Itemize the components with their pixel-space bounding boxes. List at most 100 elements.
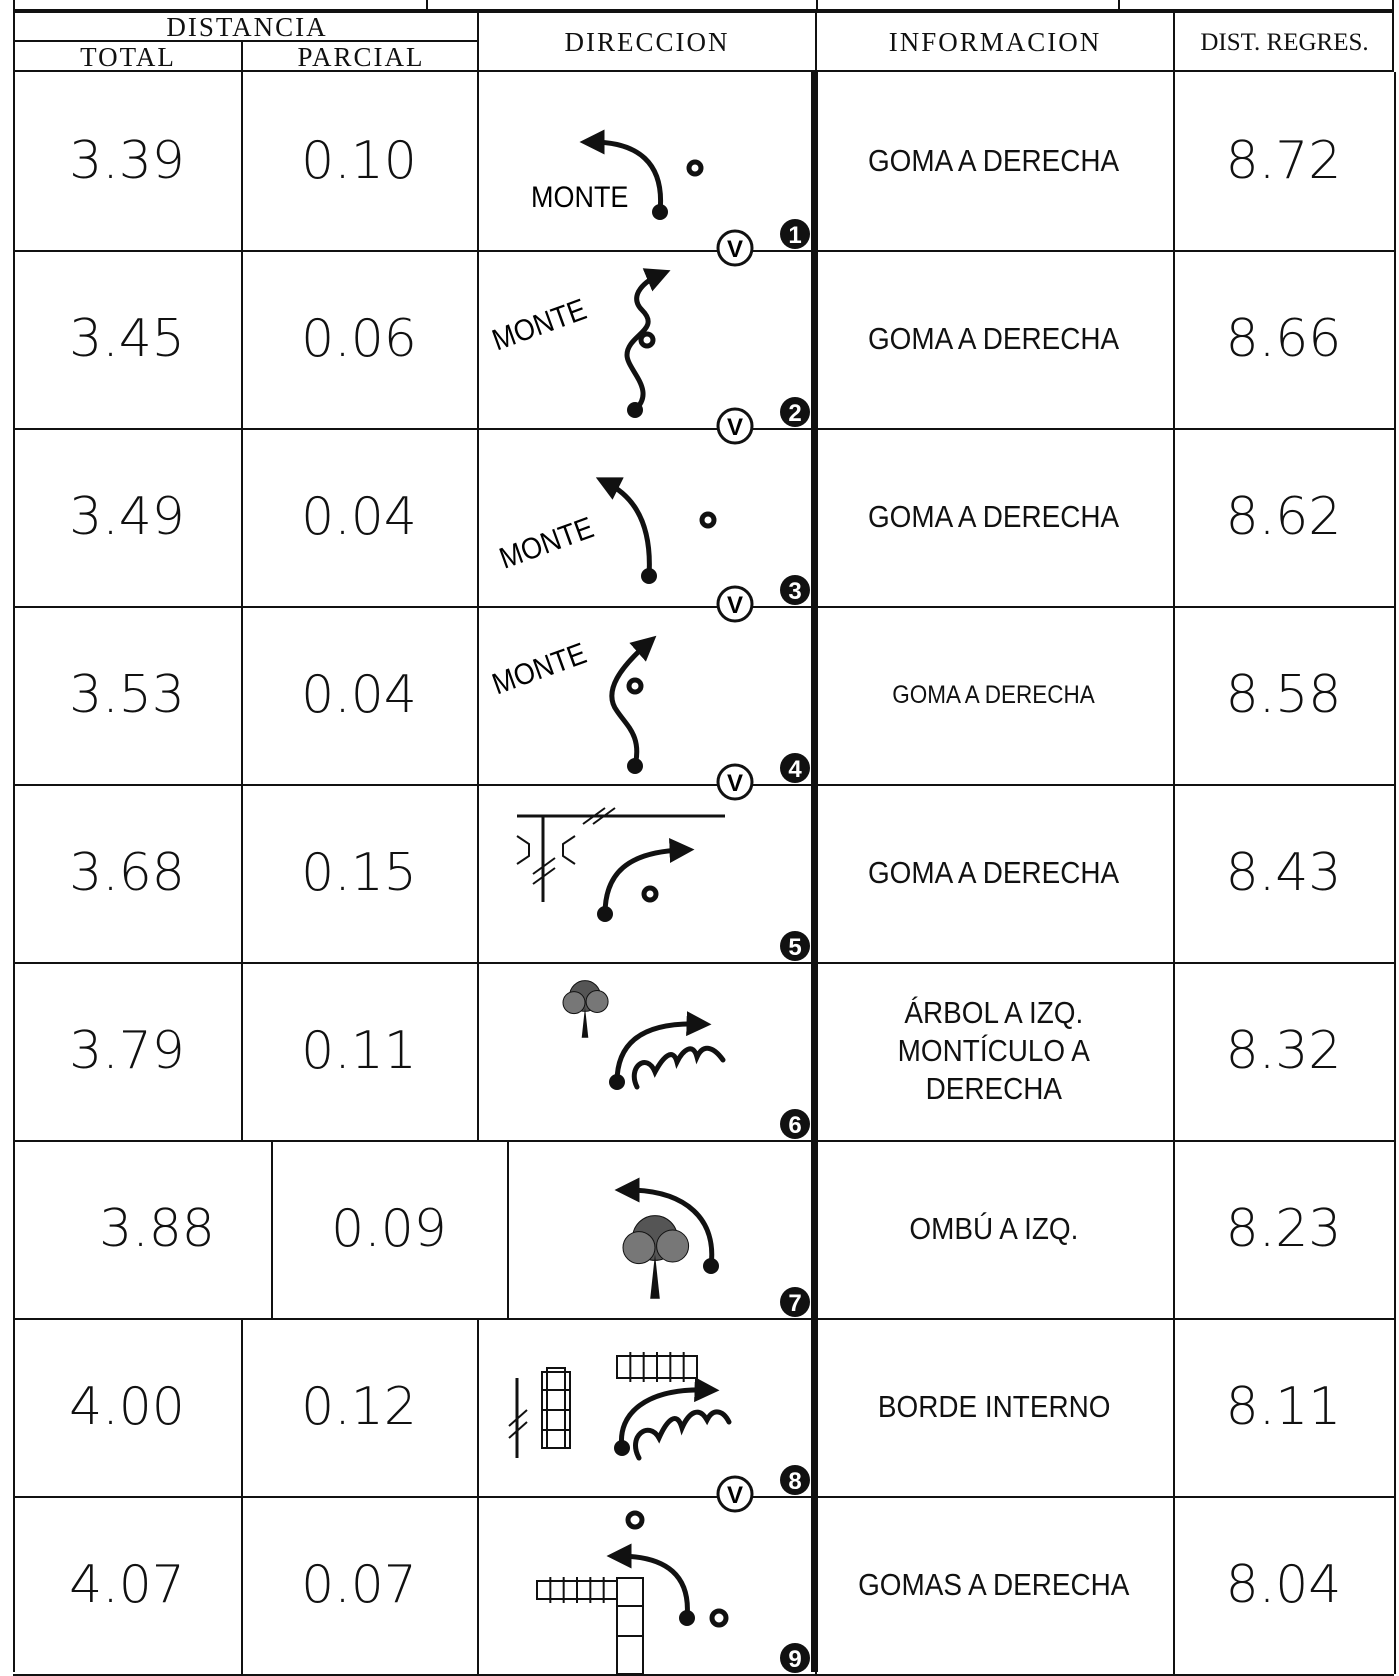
direction-icon: 9: [536, 1510, 810, 1675]
monte-label: MONTE: [495, 511, 598, 576]
return-distance: 8.23: [1173, 1140, 1396, 1318]
table-row: 4.00 0.12 V 8 BORDE INTERNO 8.11: [13, 1318, 1396, 1513]
icon-part: [703, 1258, 719, 1274]
info-text: BORDE INTERNO: [877, 1389, 1111, 1424]
icon-part: [508, 1421, 528, 1439]
direction-cell: 9: [477, 1496, 817, 1675]
icon-part: [581, 1007, 589, 1038]
icon-shapes: [609, 635, 657, 774]
icon-part: [532, 867, 556, 885]
step-badge: [780, 1287, 810, 1317]
v-mark: V: [727, 592, 743, 619]
icon-part: [699, 511, 717, 529]
info-cell: GOMA A DERECHA: [815, 606, 1175, 784]
icon-part: [641, 568, 657, 584]
total-distance: 4.00: [13, 1318, 243, 1496]
icon-shapes: [579, 129, 704, 220]
partial-distance: 0.04: [241, 606, 479, 784]
return-distance: 8.72: [1173, 72, 1396, 250]
icon-shapes: [516, 807, 725, 922]
icon-part: [631, 1045, 726, 1090]
info-cell: OMBÚ A IZQ.: [815, 1140, 1175, 1318]
return-distance: 8.04: [1173, 1496, 1396, 1674]
icon-part: [709, 1608, 729, 1628]
strip-divider: [426, 0, 428, 11]
monte-label: MONTE: [531, 181, 628, 215]
step-number: 5: [788, 934, 801, 961]
v-circle: [716, 229, 754, 267]
total-distance: 3.68: [13, 784, 243, 962]
icon-part: [562, 835, 576, 865]
monte-label: MONTE: [488, 293, 591, 358]
partial-distance: 0.12: [241, 1318, 479, 1496]
icon-part: [585, 990, 609, 1013]
table-row: 3.88 0.09 7 OMBÚ A IZQ. 8.23: [13, 1140, 1396, 1320]
icon-part: [606, 1543, 690, 1621]
info-cell: GOMA A DERECHA: [815, 250, 1175, 428]
return-distance: 8.66: [1173, 250, 1396, 428]
icon-part: [656, 1229, 690, 1263]
icon-part: [616, 1577, 644, 1675]
step-badge: [780, 1109, 810, 1139]
v-mark: V: [727, 414, 743, 441]
icon-part: [546, 1367, 566, 1449]
step-badge: [780, 1465, 810, 1495]
step-badge: [780, 397, 810, 427]
partial-distance: 0.06: [241, 250, 479, 428]
direction-icon: 5: [516, 807, 810, 961]
info-text: GOMA A DERECHA: [868, 321, 1120, 356]
partial-distance: 0.15: [241, 784, 479, 962]
direction-cell: 6: [477, 962, 817, 1140]
icon-shapes: [562, 980, 726, 1090]
total-distance: 3.49: [13, 428, 243, 606]
total-distance: 3.39: [13, 72, 243, 250]
info-cell: GOMAS A DERECHA: [815, 1496, 1175, 1674]
partial-distance: 0.07: [241, 1496, 479, 1674]
v-mark: V: [727, 770, 743, 797]
table-row: 3.49 0.04 MONTE V 3 GOMA A DERECHA 8.62: [13, 428, 1396, 623]
info-cell: ÁRBOL A IZQ. MONTÍCULO A DERECHA: [815, 962, 1175, 1140]
total-distance: 3.88: [13, 1140, 273, 1318]
icon-part: [614, 1440, 630, 1456]
strip-divider: [816, 0, 818, 11]
icon-shapes: [536, 1510, 729, 1675]
partial-distance: 0.09: [241, 1140, 509, 1318]
strip-divider: [1118, 0, 1120, 11]
icon-part: [679, 1610, 695, 1626]
icon-part: [625, 1510, 645, 1530]
header-direccion: DIRECCION: [477, 13, 817, 72]
icon-part: [532, 857, 556, 875]
total-distance: 3.79: [13, 962, 243, 1140]
direction-icon: 7: [614, 1177, 810, 1317]
step-badge: [780, 219, 810, 249]
icon-part: [652, 204, 668, 220]
info-text: GOMA A DERECHA: [868, 143, 1120, 178]
icon-shapes: [595, 477, 717, 584]
step-number: 8: [788, 1468, 801, 1495]
direction-cell: MONTE V 4: [477, 606, 817, 801]
step-badge: [780, 753, 810, 783]
header-informacion: INFORMACION: [817, 13, 1175, 72]
step-badge: [780, 931, 810, 961]
step-number: 4: [788, 756, 802, 783]
table-row: 3.39 0.10 MONTE V 1 GOMA A DERECHA 8.72: [13, 72, 1396, 267]
direction-icon: V8: [508, 1352, 810, 1513]
table-row: 3.45 0.06 MONTE V 2 GOMA A DERECHA 8.66: [13, 250, 1396, 445]
header-total: TOTAL: [15, 42, 243, 72]
icon-part: [508, 1409, 528, 1427]
header-parcial: PARCIAL: [297, 42, 425, 72]
v-mark: V: [727, 1482, 743, 1509]
partial-distance: 0.10: [241, 72, 479, 250]
icon-part: [638, 331, 656, 349]
icon-part: [627, 758, 643, 774]
icon-part: [562, 991, 586, 1015]
icon-shapes: [614, 1177, 719, 1299]
v-circle: [716, 1475, 754, 1513]
total-distance: 3.53: [13, 606, 243, 784]
direction-icon: MONTE V 3: [495, 477, 810, 623]
header-distancia: DISTANCIA: [15, 13, 479, 42]
direction-icon: MONTE V 2: [488, 268, 810, 445]
info-cell: GOMA A DERECHA: [815, 428, 1175, 606]
icon-part: [516, 835, 530, 865]
table-row: 3.53 0.04 MONTE V 4 GOMA A DERECHA 8.58: [13, 606, 1396, 801]
